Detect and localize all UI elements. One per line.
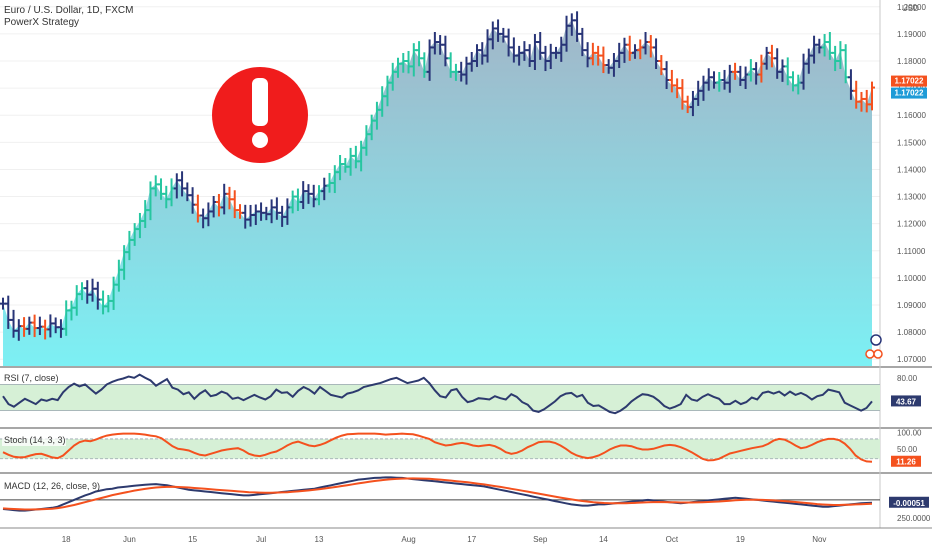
time-tick-label: Jun (123, 535, 136, 544)
rsi-pane-title[interactable]: RSI (7, close) (4, 373, 59, 383)
stoch-tick-label: 100.00 (897, 428, 922, 437)
price-area (3, 20, 872, 366)
time-tick-label: 19 (736, 535, 745, 544)
stoch-line[interactable] (2, 432, 873, 463)
time-tick-label: Jul (256, 535, 266, 544)
price-tick-label: 1.09000 (897, 301, 926, 310)
time-tick-label: 14 (599, 535, 608, 544)
last-price-value: 1.17022 (895, 77, 924, 86)
rsi-tick-label: 80.00 (897, 374, 918, 383)
stoch-pane-title[interactable]: Stoch (14, 3, 3) (4, 435, 66, 445)
trade-markers[interactable] (865, 334, 883, 359)
price-tick-label: 1.07000 (897, 355, 926, 364)
time-tick-label: Nov (812, 535, 826, 544)
last-price-value: 1.17022 (895, 89, 924, 98)
price-tick-label: 1.20000 (897, 3, 926, 12)
currency-label: USD (902, 4, 919, 13)
price-tick-label: 1.10000 (897, 274, 926, 283)
time-tick-label: 15 (188, 535, 197, 544)
price-tick-label: 1.16000 (897, 111, 926, 120)
indicator-axis-ticks: 80.00 100.00 50.00 250.0000 (897, 374, 931, 523)
ohlc-bar[interactable] (869, 81, 875, 111)
time-axis-ticks: 18 Jun 15 Jul 13 Aug 17 Sep 14 Oct 19 Nov (62, 535, 827, 544)
price-tick-label: 1.15000 (897, 138, 926, 147)
macd-last-value: -0.00051 (893, 499, 925, 508)
rsi-last-tag (891, 395, 921, 407)
price-tick-label: 1.13000 (897, 193, 926, 202)
price-tick-label: 1.08000 (897, 328, 926, 337)
macd-pane-title[interactable]: MACD (12, 26, close, 9) (4, 481, 100, 491)
price-tick-label: 1.11000 (897, 247, 926, 256)
macd-tick-label: 250.0000 (897, 514, 931, 523)
chart-symbol-title: Euro / U.S. Dollar, 1D, FXCM (4, 5, 133, 16)
macd-last-tag (889, 496, 929, 508)
last-price-tag (891, 75, 927, 87)
price-tick-label: 1.14000 (897, 165, 926, 174)
price-tick-label: 1.12000 (897, 220, 926, 229)
time-tick-label: 13 (315, 535, 324, 544)
price-tick-label: 1.18000 (897, 57, 926, 66)
macd-signal-line[interactable] (2, 477, 873, 511)
strategy-name: PowerX Strategy (4, 17, 79, 28)
rsi-band (0, 384, 880, 411)
stoch-last-tag (891, 455, 921, 467)
stoch-tick-label: 50.00 (897, 445, 918, 454)
stoch-last-value: 11.26 (896, 458, 916, 467)
last-value-tags: 1.17022 1.17022 43.67 11.26 -0.00051 (889, 75, 929, 508)
time-tick-label: 18 (62, 535, 71, 544)
price-tick-label: 1.19000 (897, 30, 926, 39)
ohlc-bars[interactable] (0, 11, 875, 341)
stoch-band (0, 438, 880, 459)
stoch-title-bg (2, 434, 66, 446)
rsi-last-value: 43.67 (896, 397, 917, 406)
rsi-line[interactable] (2, 373, 873, 415)
exclamation-alert-icon (212, 67, 308, 163)
time-tick-label: Oct (666, 535, 679, 544)
time-tick-label: 17 (467, 535, 476, 544)
time-tick-label: Aug (401, 535, 415, 544)
rsi-title-bg (2, 372, 52, 384)
macd-line[interactable] (2, 476, 873, 512)
price-axis-ticks: 1.200001.190001.180001.170001.160001.150… (897, 3, 926, 364)
time-tick-label: Sep (533, 535, 548, 544)
last-price-tag (891, 87, 927, 99)
